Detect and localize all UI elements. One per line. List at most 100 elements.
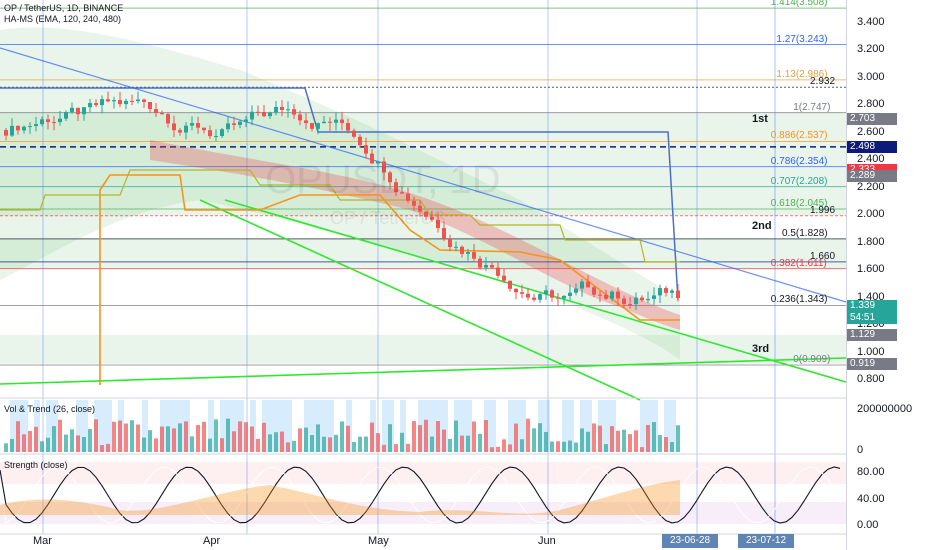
volume-trend-bg <box>562 400 568 452</box>
volume-trend-bg <box>460 400 466 452</box>
volume-bar <box>430 436 434 452</box>
watermark-name: OP / TetherUS <box>330 208 446 228</box>
candle-body <box>340 119 344 124</box>
volume-bar <box>184 421 188 452</box>
volume-bar <box>352 442 356 452</box>
volume-bar <box>382 444 386 452</box>
candle-body <box>436 219 440 229</box>
volume-trend-bg <box>52 400 58 452</box>
candle-body <box>592 287 596 295</box>
candle-body <box>298 114 302 121</box>
volume-bar <box>100 445 104 452</box>
volume-bar <box>478 433 482 452</box>
candle-body <box>28 126 32 128</box>
price-badge: 0.919 <box>847 357 897 370</box>
candle-body <box>634 297 638 305</box>
candle-body <box>52 122 56 124</box>
candle-body <box>124 100 128 105</box>
volume-trend-bg <box>400 400 406 452</box>
candle-body <box>208 130 212 137</box>
volume-bar <box>190 436 194 452</box>
volume-bar <box>502 439 506 452</box>
candle-body <box>142 99 146 102</box>
volume-bar <box>178 423 182 452</box>
candle-body <box>328 121 332 123</box>
volume-bar <box>22 434 26 452</box>
strength-pane-legend[interactable]: Strength (close) <box>4 460 68 470</box>
strength-overbought-zone <box>0 462 846 484</box>
volume-bar <box>562 441 566 452</box>
indicator-legend[interactable]: HA-MS (EMA, 120, 240, 480) <box>4 14 122 24</box>
candle-body <box>346 123 350 131</box>
candle-body <box>370 153 374 164</box>
candle-body <box>130 100 134 102</box>
volume-bar <box>328 437 332 452</box>
volume-trend-bg <box>382 400 388 452</box>
volume-bar <box>112 421 116 452</box>
date-badge: 23-06-28 <box>662 534 719 548</box>
candle-body <box>562 295 566 299</box>
volume-pane-legend[interactable]: Vol & Trend (26, close) <box>4 404 96 414</box>
volume-bar <box>406 443 410 452</box>
volume-bar <box>598 425 602 452</box>
symbol-legend[interactable]: OP / TetherUS, 1D, BINANCE <box>4 3 124 13</box>
volume-trend-bg <box>568 400 574 452</box>
volume-trend-bg <box>490 400 496 452</box>
volume-trend-bg <box>250 400 256 452</box>
strength-orange-area <box>0 480 680 515</box>
volume-trend-bg <box>322 400 328 452</box>
candle-body <box>442 228 446 239</box>
month-label: Jun <box>538 535 556 547</box>
volume-bar <box>520 439 524 452</box>
volume-bar <box>424 419 428 452</box>
volume-trend-bg <box>46 400 52 452</box>
candle-body <box>478 258 482 268</box>
candle-body <box>532 297 536 300</box>
candle-body <box>46 119 50 123</box>
volume-bar <box>634 430 638 452</box>
volume-bar <box>394 444 398 452</box>
volume-bar <box>118 420 122 452</box>
candle-body <box>424 211 428 217</box>
volume-bar <box>304 427 308 452</box>
volume-trend-bg <box>466 400 472 452</box>
price-badge: 2.703 <box>847 112 897 125</box>
volume-bar <box>496 446 500 452</box>
volume-bar <box>580 428 584 452</box>
candle-body <box>496 267 500 276</box>
candle-body <box>364 145 368 154</box>
volume-bar <box>376 433 380 452</box>
volume-trend-bg <box>442 400 448 452</box>
candle-body <box>580 281 584 289</box>
green-support-line <box>0 357 847 385</box>
volume-bar <box>268 434 272 452</box>
volume-bar <box>484 420 488 452</box>
price-axis[interactable] <box>846 0 932 550</box>
volume-bar <box>652 422 656 452</box>
volume-trend-bg <box>232 400 238 452</box>
volume-bar <box>340 421 344 452</box>
month-label: Mar <box>33 535 52 547</box>
candle-body <box>376 161 380 164</box>
volume-bar <box>148 430 152 452</box>
candle-body <box>388 172 392 183</box>
volume-bar <box>130 420 134 452</box>
candle-body <box>154 109 158 113</box>
candle-body <box>172 123 176 131</box>
volume-bar <box>292 440 296 452</box>
candle-body <box>22 126 26 131</box>
candle-body <box>70 107 74 113</box>
volume-trend-bg <box>208 400 214 452</box>
volume-bar <box>256 438 260 452</box>
price-badge: 54:51 <box>847 312 897 325</box>
volume-bar <box>628 434 632 452</box>
volume-trend-bg <box>268 400 274 452</box>
volume-trend-bg <box>664 400 670 452</box>
volume-trend-bg <box>142 400 148 452</box>
candle-body <box>286 109 290 111</box>
volume-bar <box>514 423 518 452</box>
price-tick-label: 2.000 <box>857 208 885 221</box>
fib-level-label: 0.707(2.208) <box>770 175 828 187</box>
